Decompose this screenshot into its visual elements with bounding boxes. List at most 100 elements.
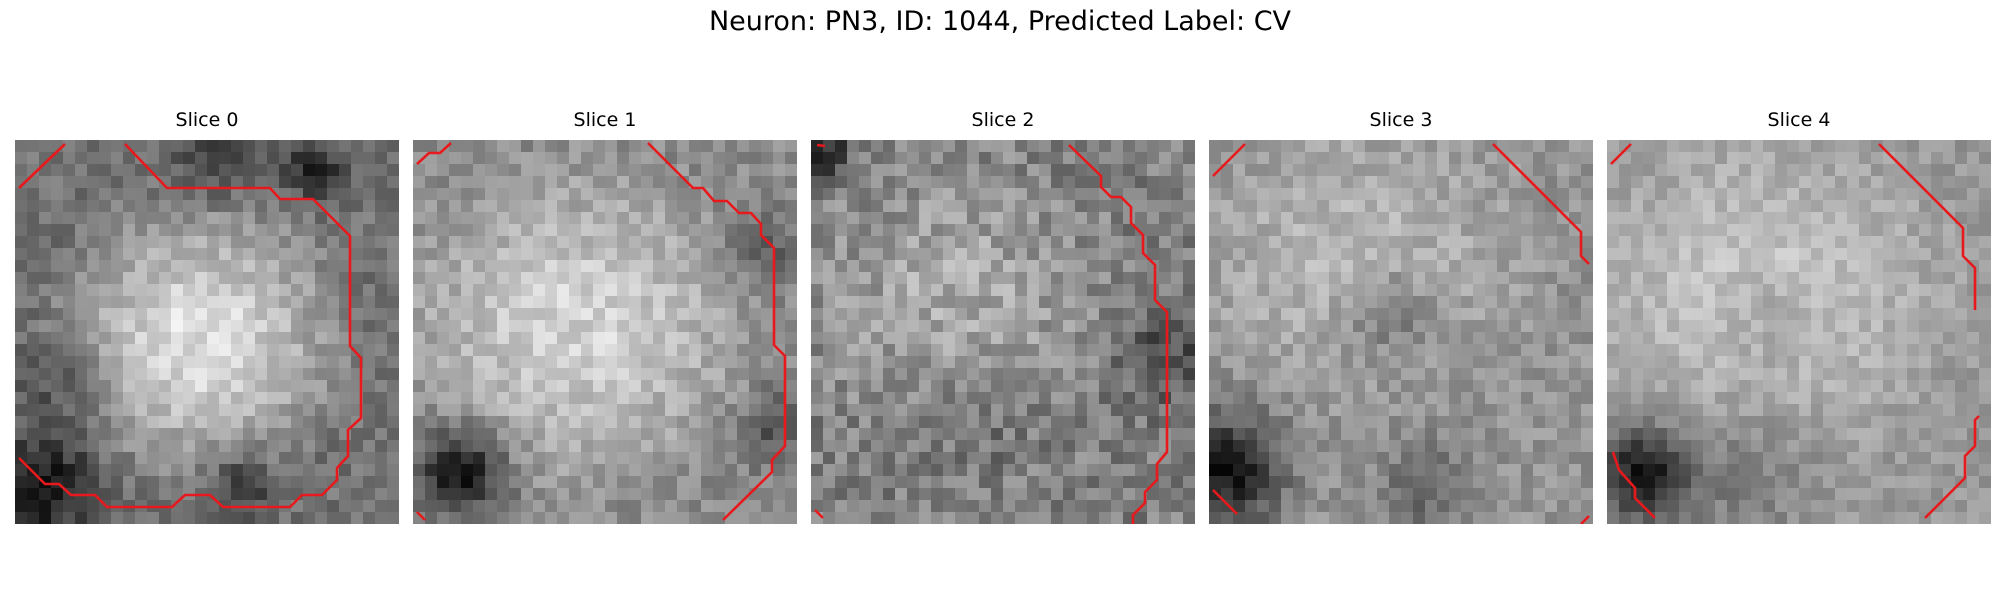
pixel-cell [1631,356,1644,369]
pixel-cell [967,236,980,249]
pixel-cell [497,212,510,225]
pixel-cell [1389,236,1402,249]
pixel-cell [1557,224,1570,237]
pixel-cell [1679,320,1692,333]
pixel-cell [1607,296,1620,309]
pixel-cell [823,380,836,393]
pixel-cell [87,248,100,261]
pixel-cell [51,416,64,429]
pixel-cell [1667,440,1680,453]
pixel-cell [1087,428,1100,441]
pixel-cell [713,200,726,213]
pixel-cell [859,212,872,225]
pixel-cell [63,212,76,225]
pixel-cell [243,404,256,417]
pixel-cell [1425,464,1438,477]
pixel-cell [1545,380,1558,393]
pixel-cell [497,200,510,213]
pixel-cell [521,476,534,489]
pixel-cell [1305,404,1318,417]
pixel-cell [195,152,208,165]
pixel-cell [27,188,40,201]
pixel-cell [991,488,1004,501]
pixel-cell [425,476,438,489]
pixel-cell [1967,152,1980,165]
pixel-cell [1545,428,1558,441]
pixel-cell [473,164,486,177]
pixel-cell [1305,308,1318,321]
pixel-cell [509,248,522,261]
pixel-cell [955,152,968,165]
pixel-cell [811,392,824,405]
pixel-cell [1521,368,1534,381]
pixel-cell [1401,212,1414,225]
pixel-cell [605,152,618,165]
pixel-cell [195,356,208,369]
pixel-cell [1111,368,1124,381]
pixel-cell [1835,428,1848,441]
pixel-cell [1027,488,1040,501]
pixel-cell [1679,308,1692,321]
pixel-cell [39,272,52,285]
pixel-cell [737,260,750,273]
pixel-cell [1787,260,1800,273]
pixel-cell [1221,140,1234,153]
pixel-cell [1341,320,1354,333]
pixel-cell [255,260,268,273]
pixel-cell [1581,176,1593,189]
pixel-cell [1413,464,1426,477]
pixel-cell [701,308,714,321]
pixel-cell [1895,452,1908,465]
pixel-cell [1075,380,1088,393]
pixel-cell [1075,224,1088,237]
pixel-cell [1413,236,1426,249]
pixel-cell [1919,260,1932,273]
pixel-cell [1787,344,1800,357]
pixel-cell [1183,344,1195,357]
pixel-cell [1799,344,1812,357]
pixel-cell [1557,200,1570,213]
pixel-cell [339,416,352,429]
pixel-cell [1485,416,1498,429]
pixel-cell [1643,392,1656,405]
pixel-cell [375,308,388,321]
pixel-cell [1063,248,1076,261]
pixel-cell [1401,236,1414,249]
pixel-cell [1305,512,1318,524]
pixel-cell [75,320,88,333]
pixel-cell [63,464,76,477]
pixel-cell [449,152,462,165]
pixel-cell [677,320,690,333]
pixel-cell [737,440,750,453]
pixel-cell [255,512,268,524]
contour-line [18,143,66,189]
pixel-cell [1377,284,1390,297]
pixel-cell [1581,440,1593,453]
pixel-cell [485,380,498,393]
pixel-cell [123,404,136,417]
pixel-cell [1943,224,1956,237]
pixel-cell [1509,368,1522,381]
pixel-cell [1063,512,1076,524]
pixel-cell [497,404,510,417]
pixel-cell [1063,332,1076,345]
pixel-cell [665,284,678,297]
pixel-cell [1281,200,1294,213]
pixel-cell [1389,296,1402,309]
pixel-cell [1775,332,1788,345]
pixel-cell [87,356,100,369]
pixel-cell [725,488,738,501]
pixel-cell [545,140,558,153]
pixel-cell [991,440,1004,453]
pixel-cell [629,464,642,477]
pixel-cell [1895,416,1908,429]
pixel-cell [1739,248,1752,261]
pixel-cell [1485,164,1498,177]
pixel-cell [1521,428,1534,441]
pixel-cell [1727,368,1740,381]
pixel-cell [1533,320,1546,333]
pixel-cell [63,140,76,153]
pixel-cell [27,332,40,345]
pixel-cell [1293,512,1306,524]
pixel-cell [1437,344,1450,357]
